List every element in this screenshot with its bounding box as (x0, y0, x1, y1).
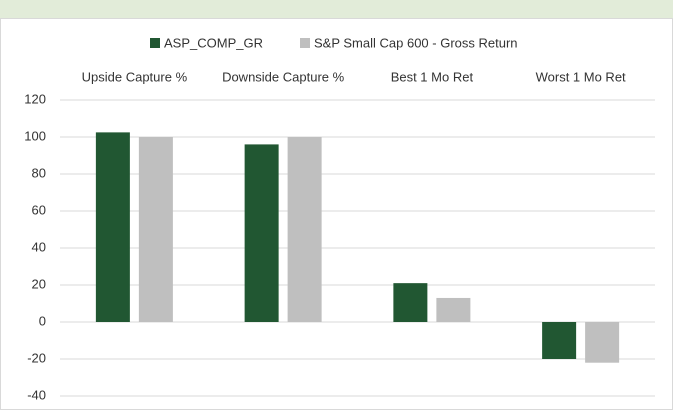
bar (393, 283, 428, 322)
bar (287, 137, 322, 322)
bar (138, 137, 173, 322)
category-label: Downside Capture % (222, 69, 345, 84)
bar (95, 132, 130, 322)
bar (585, 322, 620, 363)
category-label: Upside Capture % (82, 69, 188, 84)
bar (542, 322, 577, 359)
top-band (0, 0, 673, 18)
y-tick-label: -20 (27, 350, 46, 365)
y-tick-label: 100 (24, 128, 46, 143)
y-tick-label: 60 (32, 202, 46, 217)
y-tick-label: 40 (32, 239, 46, 254)
legend-swatch (150, 38, 160, 48)
legend-label: ASP_COMP_GR (164, 35, 263, 50)
bar (244, 144, 279, 322)
category-label: Best 1 Mo Ret (391, 69, 474, 84)
y-tick-label: 20 (32, 276, 46, 291)
y-tick-label: -40 (27, 387, 46, 402)
category-label: Worst 1 Mo Ret (536, 69, 626, 84)
y-tick-label: 0 (39, 313, 46, 328)
y-tick-label: 120 (24, 91, 46, 106)
y-tick-label: 80 (32, 165, 46, 180)
legend-swatch (300, 38, 310, 48)
legend-label: S&P Small Cap 600 - Gross Return (314, 35, 518, 50)
bar (436, 297, 471, 322)
